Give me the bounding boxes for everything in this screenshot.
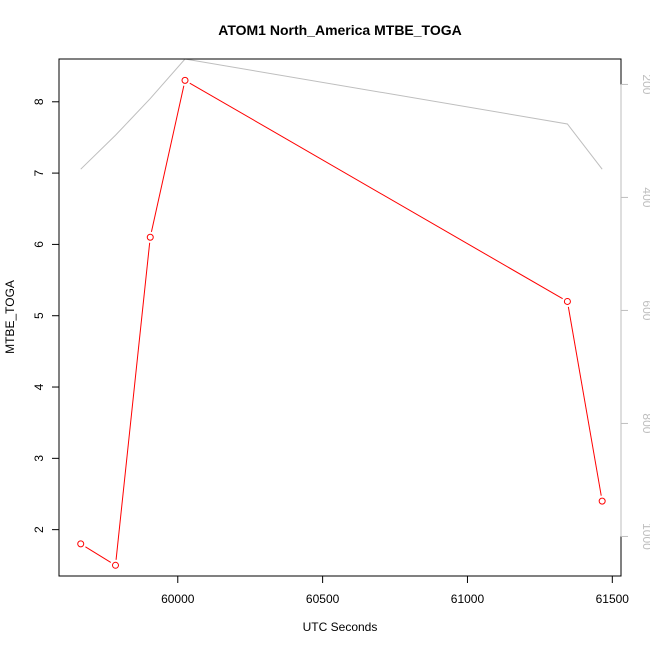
x-tick-label: 60500 bbox=[306, 592, 340, 606]
series-segment bbox=[115, 242, 151, 560]
data-point bbox=[77, 540, 85, 548]
y2-tick-label: 200 bbox=[640, 74, 650, 94]
data-point bbox=[181, 76, 189, 84]
y-tick-label: 6 bbox=[32, 241, 46, 248]
y2-tick-label: 400 bbox=[640, 187, 650, 207]
plot-frame bbox=[58, 58, 622, 577]
y-tick-label: 8 bbox=[32, 98, 46, 105]
plot-series bbox=[77, 59, 606, 569]
data-point bbox=[111, 561, 119, 569]
data-point bbox=[598, 497, 606, 505]
y-tick-label: 2 bbox=[32, 526, 46, 533]
data-point bbox=[563, 297, 571, 305]
data-point bbox=[146, 233, 154, 241]
x-axis: 60000 60500 61000 61500 bbox=[161, 575, 630, 606]
y-tick-label: 7 bbox=[32, 169, 46, 176]
y2-tick-label: 600 bbox=[640, 300, 650, 320]
chart-title: ATOM1 North_America MTBE_TOGA bbox=[218, 22, 462, 38]
y-tick-label: 3 bbox=[32, 455, 46, 462]
x-tick-label: 61000 bbox=[451, 592, 485, 606]
y-tick-label: 5 bbox=[32, 312, 46, 319]
y-axis-left: 2 3 4 5 6 7 8 bbox=[32, 98, 60, 533]
series-segment bbox=[85, 546, 112, 563]
series-line-right-axis bbox=[80, 59, 603, 170]
y-tick-label: 4 bbox=[32, 383, 46, 390]
y2-tick-label: 1000 bbox=[640, 523, 650, 550]
x-axis-label: UTC Seconds bbox=[303, 620, 378, 634]
series-segment bbox=[189, 82, 563, 300]
x-tick-label: 61500 bbox=[596, 592, 630, 606]
series-segment bbox=[567, 306, 602, 496]
x-tick-label: 60000 bbox=[161, 592, 195, 606]
series-segment bbox=[150, 85, 185, 233]
y-axis-label: MTBE_TOGA bbox=[3, 280, 17, 354]
y2-tick-label: 800 bbox=[640, 413, 650, 433]
y-axis-right: 200 400 600 800 1000 bbox=[620, 74, 650, 550]
